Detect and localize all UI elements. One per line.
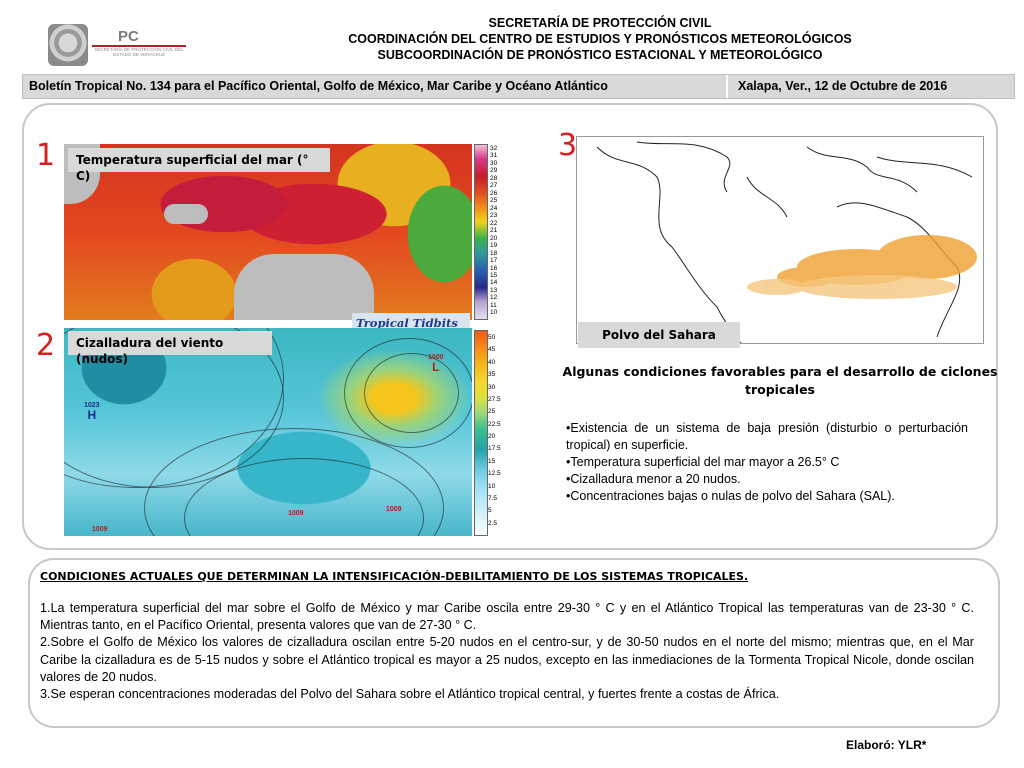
scale-tick-label: 18 bbox=[490, 249, 498, 257]
sst-map bbox=[64, 144, 472, 320]
scale-tick-label: 20 bbox=[490, 234, 498, 242]
wind-shear-map bbox=[64, 328, 472, 536]
sst-color-scale bbox=[474, 144, 488, 320]
map-number-1: 1 bbox=[36, 138, 56, 173]
current-conditions-list: 1.La temperatura superficial del mar sob… bbox=[40, 600, 974, 703]
wind-color-scale bbox=[474, 330, 488, 536]
low-pressure-marker: 1009 bbox=[386, 506, 402, 513]
scale-tick-label: 32 bbox=[490, 145, 498, 152]
pressure-value: 1000 bbox=[428, 354, 444, 361]
logo-subtitle: SECRETARÍA DE PROTECCIÓN CIVIL DEL ESTAD… bbox=[94, 47, 184, 57]
author-credit: Elaboró: YLR* bbox=[846, 738, 927, 752]
scale-tick-label: 25 bbox=[488, 408, 496, 416]
sahara-map-label: Polvo del Sahara bbox=[578, 322, 740, 348]
scale-tick-label: 10 bbox=[488, 482, 496, 490]
sst-map-label: Temperatura superficial del mar (° C) bbox=[68, 148, 330, 183]
scale-tick-label: 27 bbox=[490, 182, 498, 190]
wind-scale-labels: 50 45 40 35 30 27.5 25 22.5 20 17.5 15 12.5 10 7.5 5 2.… bbox=[488, 334, 501, 532]
low-pressure-marker: 1000 L bbox=[428, 354, 444, 373]
logo-pc-text: PC bbox=[118, 28, 139, 45]
list-item: 1.La temperatura superficial del mar sob… bbox=[40, 601, 974, 633]
scale-tick-label: 10 bbox=[490, 309, 498, 317]
scale-tick-label: 14 bbox=[490, 279, 498, 287]
favorable-conditions-title: Algunas condiciones favorables para el d… bbox=[562, 364, 998, 397]
list-item: •Temperatura superficial del mar mayor a… bbox=[566, 455, 840, 469]
scale-tick-label: 24 bbox=[490, 204, 498, 212]
pressure-value: 1009 bbox=[92, 526, 108, 533]
maps-panel bbox=[22, 103, 998, 550]
pressure-value: 1023 bbox=[84, 402, 100, 409]
high-letter: H bbox=[87, 408, 97, 422]
scale-tick-label: 11 bbox=[490, 301, 497, 309]
veracruz-seal-icon bbox=[48, 24, 88, 66]
low-pressure-marker: 1009 bbox=[92, 526, 108, 533]
map-number-3: 3 bbox=[558, 128, 578, 163]
scale-tick-label: 30 bbox=[490, 159, 498, 167]
scale-tick-label: 12.5 bbox=[488, 470, 501, 478]
scale-tick-label: 50 bbox=[488, 334, 496, 341]
scale-tick-label: 13 bbox=[490, 286, 498, 294]
list-item: •Concentraciones bajas o nulas de polvo … bbox=[566, 489, 895, 503]
scale-tick-label: 35 bbox=[488, 371, 496, 379]
header-line-2: COORDINACIÓN DEL CENTRO DE ESTUDIOS Y PR… bbox=[348, 32, 852, 46]
bulletin-title: Boletín Tropical No. 134 para el Pacífic… bbox=[23, 75, 728, 98]
scale-tick-label: 26 bbox=[490, 189, 498, 197]
land-mass bbox=[164, 204, 208, 224]
land-mass bbox=[234, 254, 374, 320]
favorable-conditions-list: •Existencia de un sistema de baja presió… bbox=[566, 420, 968, 505]
scale-tick-label: 22 bbox=[490, 219, 498, 227]
scale-tick-label: 25 bbox=[490, 197, 498, 205]
scale-tick-label: 20 bbox=[488, 433, 496, 440]
scale-tick-label: 19 bbox=[490, 242, 498, 250]
current-conditions-panel bbox=[28, 558, 1000, 728]
sst-scale-labels: 32 31 30 29 28 27 26 25 24 23 22 21 20 19 18 17 16 15 14 13… bbox=[490, 145, 497, 317]
scale-tick-label: 21 bbox=[490, 227, 498, 235]
scale-tick-label: 5 bbox=[488, 507, 492, 515]
scale-tick-label: 15 bbox=[490, 271, 498, 279]
logo-divider bbox=[92, 45, 186, 47]
scale-tick-label: 29 bbox=[490, 167, 498, 175]
scale-tick-label: 27.5 bbox=[488, 395, 501, 403]
scale-tick-label: 17.5 bbox=[488, 445, 501, 453]
scale-tick-label: 16 bbox=[490, 264, 498, 272]
scale-tick-label: 12 bbox=[490, 294, 498, 302]
list-item: 3.Se esperan concentraciones moderadas d… bbox=[40, 687, 780, 702]
scale-tick-label: 2.5 bbox=[488, 519, 498, 527]
wind-map-label: Cizalladura del viento (nudos) bbox=[68, 331, 272, 366]
streamline bbox=[344, 338, 472, 448]
pc-logo: PC SECRETARÍA DE PROTECCIÓN CIVIL DEL ES… bbox=[48, 24, 188, 68]
scale-tick-label: 22.5 bbox=[488, 420, 501, 428]
scale-tick-label: 31 bbox=[490, 152, 498, 160]
scale-tick-label: 40 bbox=[488, 358, 496, 366]
scale-tick-label: 28 bbox=[490, 174, 498, 182]
header-titles: SECRETARÍA DE PROTECCIÓN CIVIL COORDINAC… bbox=[250, 15, 950, 63]
pressure-value: 1009 bbox=[386, 506, 402, 513]
bulletin-bar: Boletín Tropical No. 134 para el Pacífic… bbox=[22, 74, 1015, 99]
low-pressure-marker: 1009 bbox=[288, 510, 304, 517]
pressure-value: 1009 bbox=[288, 510, 304, 517]
high-pressure-marker: 1023 H bbox=[84, 402, 100, 421]
saharan-dust-map bbox=[576, 136, 984, 344]
list-item: 2.Sobre el Golfo de México los valores d… bbox=[40, 635, 974, 684]
list-item: •Existencia de un sistema de baja presió… bbox=[566, 421, 968, 452]
header-line-3: SUBCOORDINACIÓN DE PRONÓSTICO ESTACIONAL… bbox=[377, 48, 823, 62]
scale-tick-label: 23 bbox=[490, 212, 498, 220]
scale-tick-label: 30 bbox=[488, 383, 496, 391]
scale-tick-label: 15 bbox=[488, 457, 496, 465]
scale-tick-label: 45 bbox=[488, 346, 496, 354]
current-conditions-title: CONDICIONES ACTUALES QUE DETERMINAN LA I… bbox=[40, 570, 749, 583]
map-number-2: 2 bbox=[36, 328, 56, 363]
scale-tick-label: 7.5 bbox=[488, 494, 498, 502]
header-line-1: SECRETARÍA DE PROTECCIÓN CIVIL bbox=[488, 16, 712, 30]
scale-tick-label: 17 bbox=[490, 257, 498, 265]
world-outline bbox=[596, 141, 977, 343]
bulletin-date: Xalapa, Ver., 12 de Octubre de 2016 bbox=[738, 79, 948, 93]
low-letter: L bbox=[432, 360, 440, 374]
streamline bbox=[364, 353, 459, 433]
list-item: •Cizalladura menor a 20 nudos. bbox=[566, 472, 741, 486]
